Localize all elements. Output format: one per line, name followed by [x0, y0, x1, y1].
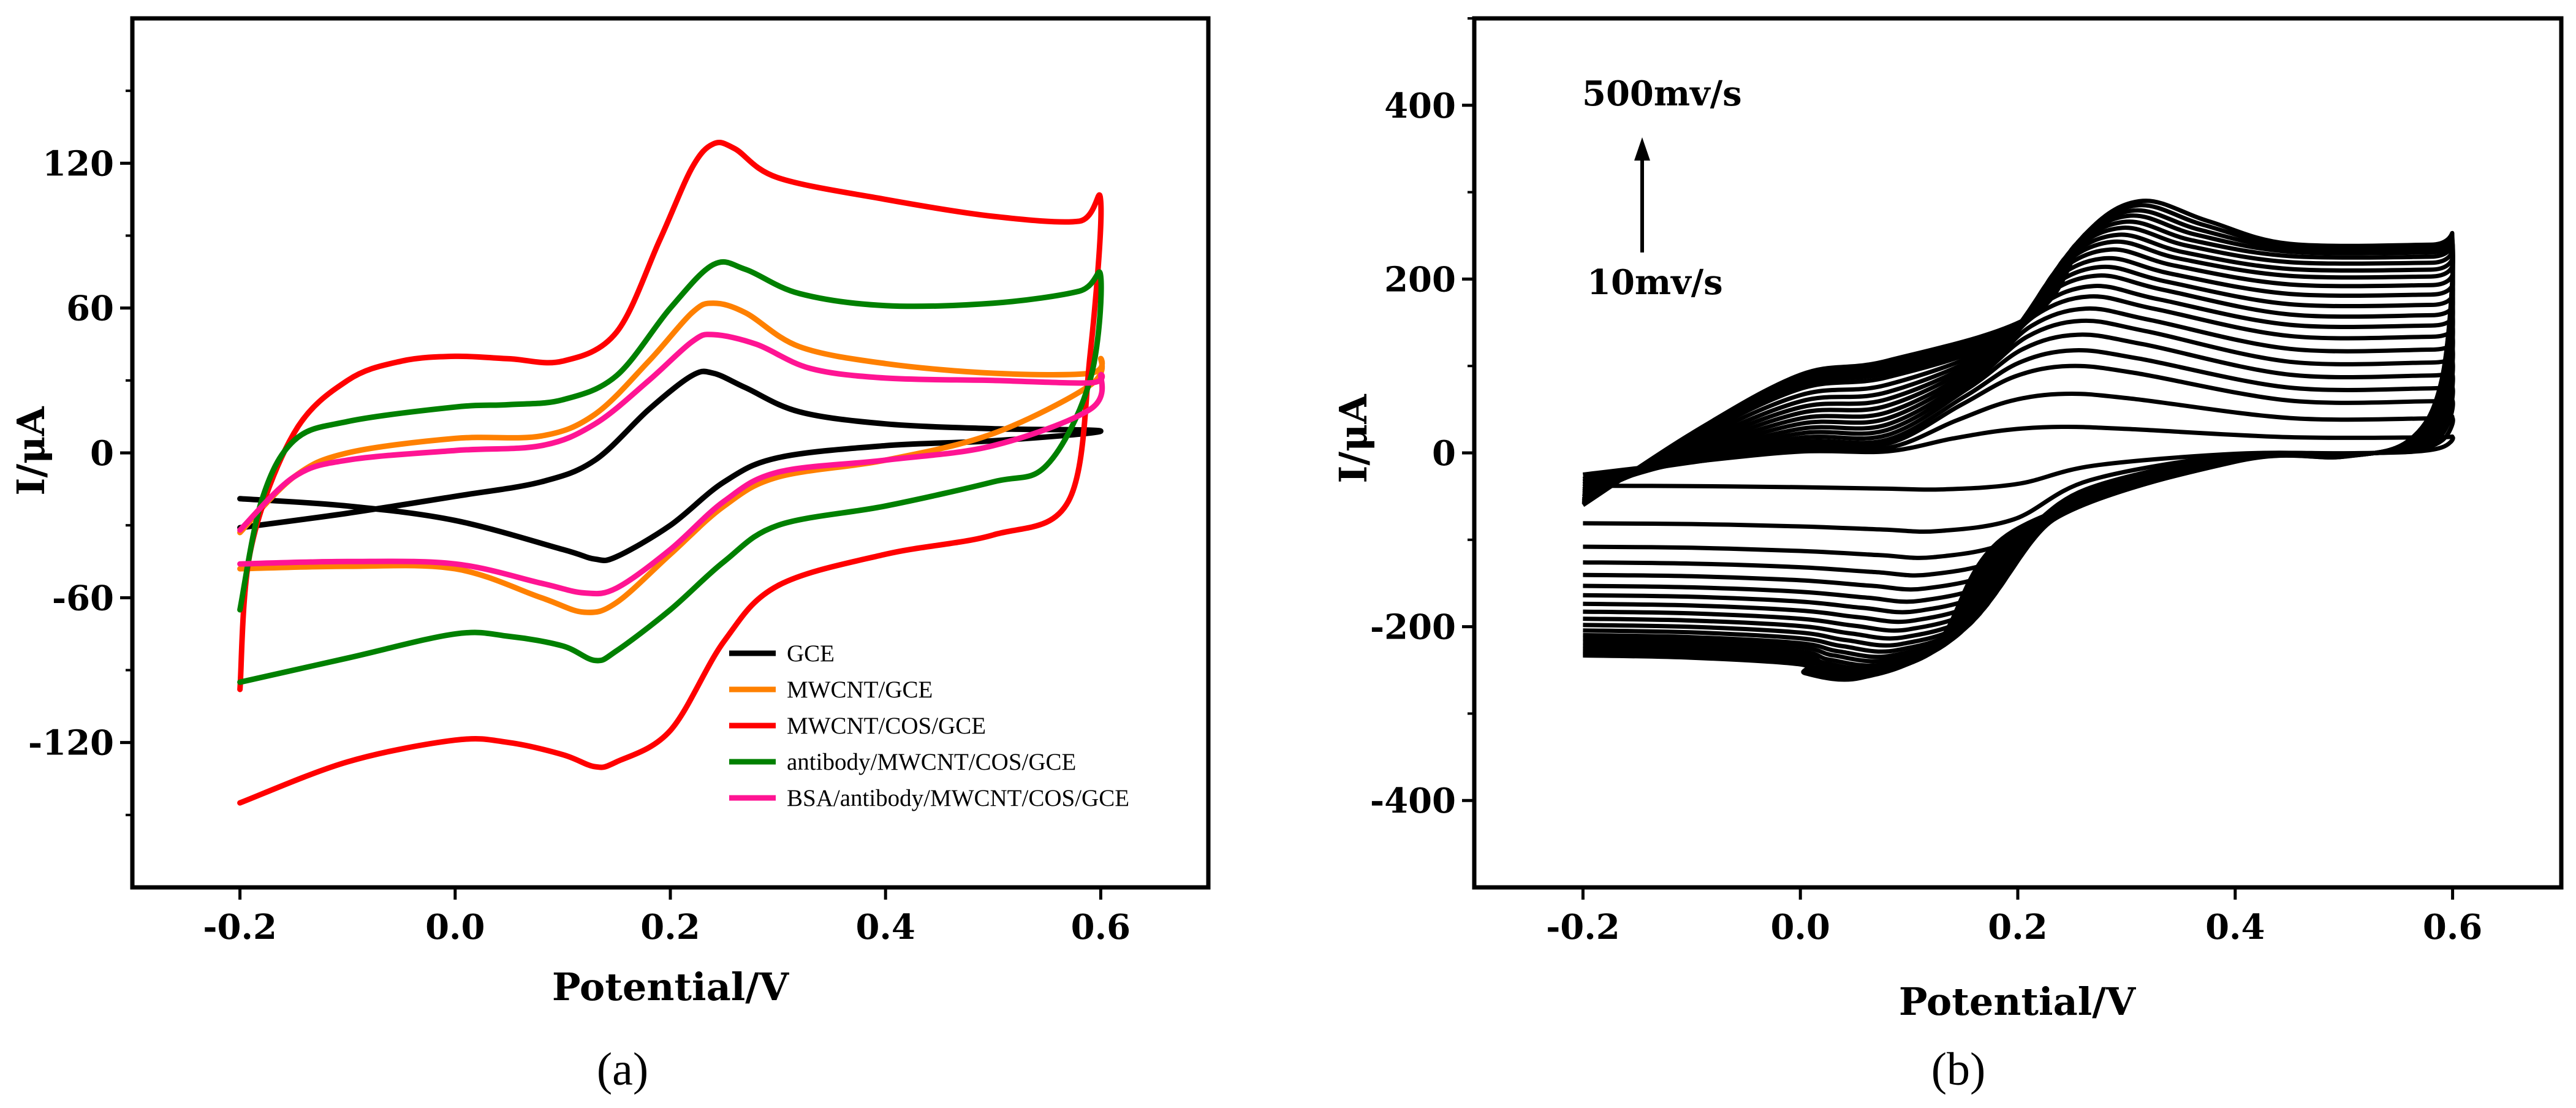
a-x-tick-label: 0.2: [640, 907, 700, 947]
b-x-tick-label: 0.6: [2423, 907, 2482, 947]
panel-b-ticks: [1462, 17, 2455, 900]
panel-a-ticks: [120, 89, 1102, 900]
a-x-tick-label: 0.6: [1071, 907, 1131, 947]
panel-a-legend: GCE MWCNT/GCE MWCNT/COS/GCE antibody/MWCNT/…: [729, 640, 1129, 811]
cv-curve-10mvs: [1582, 424, 2455, 492]
annotation-500mvs: 500mv/s: [1582, 74, 1742, 114]
scan-rate-arrow-head-icon: [1634, 137, 1650, 161]
cv-curve-500mvs: [1582, 199, 2455, 682]
b-y-tick-label: 0: [1432, 433, 1456, 474]
b-y-tick-label: -400: [1370, 781, 1456, 821]
panel-a-caption: (a): [597, 1044, 648, 1095]
legend-label-3: MWCNT/COS/GCE: [787, 713, 986, 739]
a-x-tick-label: -0.2: [203, 907, 277, 947]
cv-curve-35mvs: [1582, 391, 2455, 534]
panel-b: -0.2 0.0 0.2 0.4 0.6 -400 -200 0 200 400 Potenti…: [1331, 16, 2564, 1095]
annotation-10mvs: 10mv/s: [1587, 262, 1723, 303]
b-x-tick-label: 0.4: [2205, 907, 2265, 947]
b-x-tick-label: -0.2: [1546, 907, 1620, 947]
panel-b-y-tick-labels: -400 -200 0 200 400: [1370, 86, 1456, 821]
panel-b-y-axis-title: I/μA: [1331, 394, 1376, 484]
panel-b-series: [1582, 199, 2455, 682]
panel-a-x-tick-labels: -0.2 0.0 0.2 0.4 0.6: [203, 907, 1131, 947]
legend-label-1: GCE: [787, 640, 835, 667]
panel-a-series: [237, 140, 1105, 806]
b-y-tick-label: 400: [1384, 86, 1456, 126]
a-y-tick-label: 0: [90, 433, 114, 474]
panel-b-annotation: 500mv/s 10mv/s: [1582, 74, 1742, 303]
b-y-tick-label: -200: [1370, 607, 1456, 648]
panel-a: -0.2 0.0 0.2 0.4 0.6 -120 -60 0 60 120 Potential…: [9, 16, 1211, 1095]
a-x-tick-label: 0.0: [425, 907, 485, 947]
panel-a-y-axis-title: I/μA: [9, 406, 53, 496]
a-y-tick-label: 60: [66, 289, 114, 329]
series-line-4: [237, 259, 1104, 685]
a-y-tick-label: -60: [52, 578, 114, 618]
panel-b-caption: (b): [1931, 1044, 1986, 1095]
series-line-3: [237, 140, 1104, 806]
panel-a-y-tick-labels: -120 -60 0 60 120: [28, 143, 114, 763]
panel-b-x-tick-labels: -0.2 0.0 0.2 0.4 0.6: [1546, 907, 2482, 947]
a-y-tick-label: -120: [28, 723, 114, 764]
a-x-tick-label: 0.4: [855, 907, 915, 947]
a-y-tick-label: 120: [42, 143, 114, 184]
panel-b-x-axis-title: Potential/V: [1899, 979, 2136, 1024]
legend-label-4: antibody/MWCNT/COS/GCE: [787, 749, 1076, 775]
b-y-tick-label: 200: [1384, 259, 1456, 300]
series-line-1: [237, 368, 1104, 564]
legend-label-5: BSA/antibody/MWCNT/COS/GCE: [787, 785, 1129, 811]
b-x-tick-label: 0.0: [1770, 907, 1830, 947]
series-line-5: [237, 332, 1105, 597]
panel-a-x-axis-title: Potential/V: [552, 965, 789, 1009]
legend-label-2: MWCNT/GCE: [787, 677, 933, 703]
b-x-tick-label: 0.2: [1988, 907, 2047, 947]
